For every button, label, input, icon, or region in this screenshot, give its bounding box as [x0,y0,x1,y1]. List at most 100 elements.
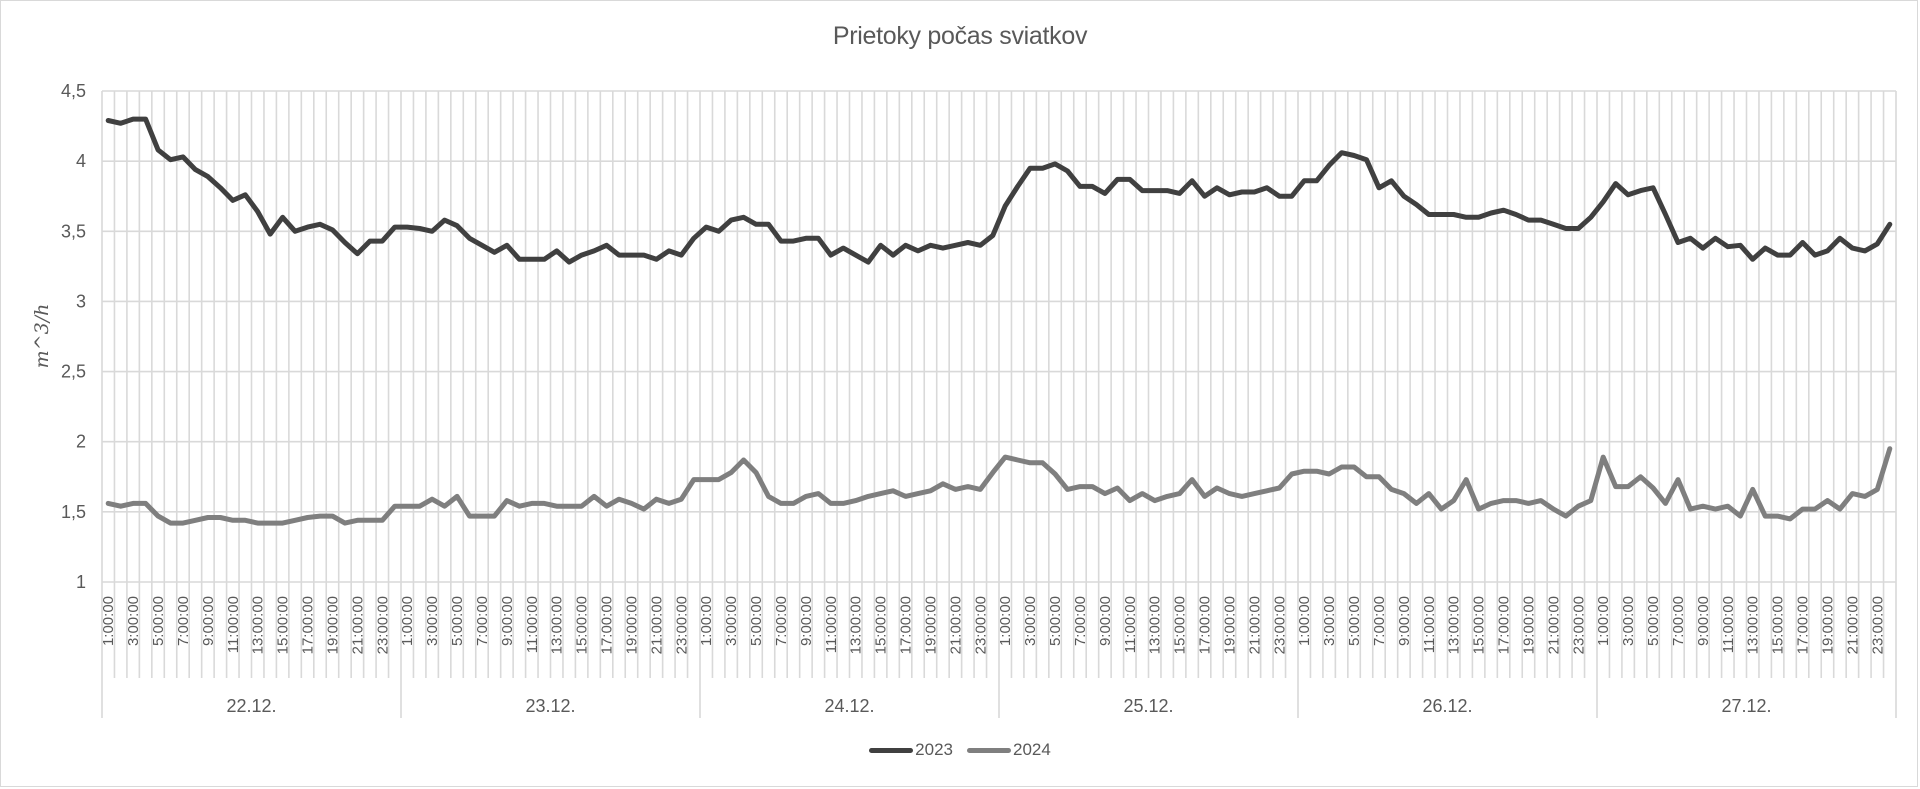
x-tick-label: 3:00:00 [1620,596,1637,646]
series-line-2024 [105,446,1893,526]
x-tick-label: 1:00:00 [100,596,117,646]
x-tick-label: 11:00:00 [524,596,541,653]
data-series [105,116,1893,526]
legend-swatch-2023 [869,747,914,753]
x-tick-label: 21:00:00 [1246,596,1263,654]
y-tick-label: 4,5 [61,81,86,101]
x-tick-label: 13:00:00 [549,596,566,654]
x-tick-label: 21:00:00 [1844,596,1861,654]
x-tick-label: 21:00:00 [648,596,665,654]
x-tick-label: 13:00:00 [848,596,865,654]
x-tick-label: 15:00:00 [873,596,890,654]
x-tick-label: 9:00:00 [1097,596,1114,646]
x-tick-label: 1:00:00 [1296,596,1313,646]
x-tick-label: 3:00:00 [125,596,142,646]
x-tick-label: 7:00:00 [474,596,491,646]
x-tick-label: 9:00:00 [1695,596,1712,646]
legend: 2023 2024 [0,740,1920,760]
chart-title: Prietoky počas sviatkov [832,22,1088,50]
x-tick-label: 7:00:00 [1371,596,1388,646]
x-tick-label: 5:00:00 [150,596,167,646]
x-tick-label: 3:00:00 [723,596,740,646]
y-tick-label: 3 [76,291,86,311]
x-tick-label: 9:00:00 [200,596,217,646]
series-line-2023 [105,116,1893,265]
legend-swatch-2024 [967,747,1011,753]
x-tick-label: 9:00:00 [1396,596,1413,646]
y-tick-label: 2 [76,432,86,452]
x-tick-label: 17:00:00 [1197,596,1214,654]
x-tick-label: 17:00:00 [300,596,317,654]
x-tick-label: 23:00:00 [1570,596,1587,654]
x-tick-label: 1:00:00 [698,596,715,646]
x-tick-label: 3:00:00 [424,596,441,646]
x-tick-label: 23:00:00 [972,596,989,654]
x-tick-label: 7:00:00 [1072,596,1089,646]
x-tick-label: 17:00:00 [898,596,915,654]
x-tick-label: 1:00:00 [997,596,1014,646]
y-tick-label: 3,5 [61,221,86,241]
x-tick-label: 13:00:00 [1446,596,1463,654]
x-tick-label: 13:00:00 [1147,596,1164,654]
x-tick-label: 17:00:00 [1496,596,1513,654]
x-tick-label: 23:00:00 [673,596,690,654]
x-axis: 1:00:00 3:00:00 5:00:00 7:00:00 9:00:00 11:00… [100,582,1897,718]
x-tick-label: 19:00:00 [1819,596,1836,654]
x-tick-label: 19:00:00 [1221,596,1238,654]
y-axis-title: m^3/h [31,304,53,369]
day-label: 27.12. [1721,696,1771,716]
x-tick-label: 21:00:00 [947,596,964,654]
x-tick-label: 9:00:00 [499,596,516,646]
x-tick-label: 19:00:00 [1520,596,1537,654]
x-tick-label: 5:00:00 [1047,596,1064,646]
x-tick-label: 15:00:00 [1471,596,1488,654]
legend-label-2023: 2023 [915,740,953,759]
x-tick-label: 13:00:00 [1745,596,1762,654]
x-tick-label: 15:00:00 [1770,596,1787,654]
legend-item-2024[interactable]: 2024 [967,740,1051,760]
x-tick-label: 11:00:00 [1122,596,1139,653]
x-tick-label: 11:00:00 [1720,596,1737,653]
x-tick-label: 21:00:00 [349,596,366,654]
day-label: 23.12. [525,696,575,716]
y-tick-label: 4 [76,151,86,171]
x-tick-label: 5:00:00 [449,596,466,646]
day-label: 26.12. [1422,696,1472,716]
x-tick-label: 3:00:00 [1022,596,1039,646]
y-tick-label: 1 [76,572,86,592]
x-tick-label: 7:00:00 [175,596,192,646]
x-tick-label: 7:00:00 [773,596,790,646]
x-tick-label: 15:00:00 [275,596,292,654]
grid-lines [101,90,1897,583]
x-tick-label: 21:00:00 [1545,596,1562,654]
x-tick-label: 15:00:00 [1172,596,1189,654]
x-tick-label: 19:00:00 [922,596,939,654]
x-tick-label: 1:00:00 [1595,596,1612,646]
x-tick-label: 17:00:00 [1795,596,1812,654]
x-tick-label: 7:00:00 [1670,596,1687,646]
day-label: 22.12. [226,696,276,716]
x-tick-label: 11:00:00 [225,596,242,653]
x-tick-label: 9:00:00 [798,596,815,646]
x-tick-label: 5:00:00 [1645,596,1662,646]
day-label: 25.12. [1123,696,1173,716]
x-tick-label: 15:00:00 [574,596,591,654]
day-label: 24.12. [824,696,874,716]
x-tick-label: 23:00:00 [1271,596,1288,654]
y-tick-label: 2,5 [61,362,86,382]
x-tick-label: 23:00:00 [1869,596,1886,654]
legend-label-2024: 2024 [1013,740,1051,759]
y-tick-label: 1,5 [61,502,86,522]
x-tick-label: 17:00:00 [599,596,616,654]
x-tick-label: 19:00:00 [623,596,640,654]
x-tick-label: 19:00:00 [324,596,341,654]
x-tick-label: 1:00:00 [399,596,416,646]
x-tick-label: 3:00:00 [1321,596,1338,646]
legend-item-2023[interactable]: 2023 [869,740,953,760]
x-tick-label: 23:00:00 [374,596,391,654]
x-tick-label: 5:00:00 [1346,596,1363,646]
y-axis: 1 1,5 2 2,5 3 3,5 4 4,5 [61,81,86,592]
x-tick-label: 11:00:00 [1421,596,1438,653]
